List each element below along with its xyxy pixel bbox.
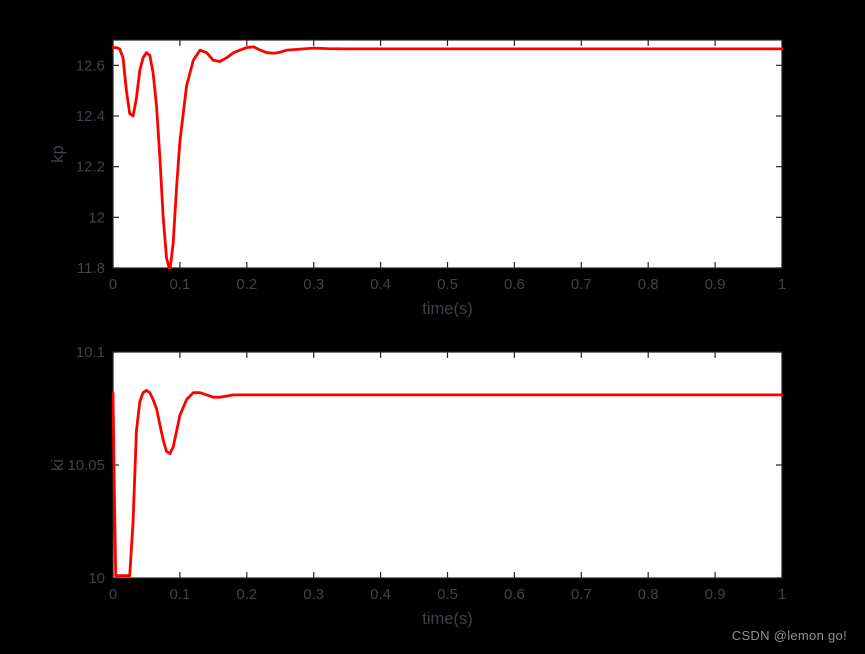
ki-line (112, 388, 783, 578)
plot-area (113, 40, 782, 268)
x-tick-label: 0.8 (638, 586, 659, 603)
y-tick-label: 12.2 (76, 159, 105, 176)
x-tick-label: 0.1 (169, 586, 190, 603)
x-tick-label: 1 (778, 276, 786, 293)
x-tick-label: 0.7 (571, 276, 592, 293)
x-tick-label: 0.7 (571, 586, 592, 603)
x-tick-label: 0 (109, 276, 117, 293)
x-tick-label: 0.5 (437, 586, 458, 603)
y-tick-label: 10.1 (76, 344, 105, 361)
y-tick-label: 12 (88, 209, 105, 226)
ki-chart: 0 0.1 0.2 0.3 0.4 0.5 0.6 0.7 0.8 0.9 1 10 10.05 10.1… (49, 344, 786, 628)
y-axis-label: ki (49, 459, 67, 471)
x-axis-label: time(s) (422, 610, 472, 628)
x-tick-label: 0.2 (236, 276, 257, 293)
plot-area (113, 352, 782, 578)
y-tick-label: 12.6 (76, 57, 105, 74)
x-tick-label: 0.6 (504, 586, 525, 603)
watermark-text: CSDN @lemon go! (731, 628, 847, 643)
x-tick-label: 0.3 (303, 586, 324, 603)
x-tick-label: 0.4 (370, 276, 391, 293)
axes-box (112, 39, 783, 269)
x-axis-label: time(s) (422, 300, 472, 318)
x-tick-label: 0.9 (705, 276, 726, 293)
x-tick-label: 0.5 (437, 276, 458, 293)
x-tick-label: 0.6 (504, 276, 525, 293)
x-tick-label: 1 (778, 586, 786, 603)
kp-line (112, 45, 783, 269)
y-tick-label: 10 (88, 570, 105, 587)
x-tick-label: 0.1 (169, 276, 190, 293)
x-tick-label: 0.8 (638, 276, 659, 293)
x-tick-label: 0 (109, 586, 117, 603)
kp-chart: 0 0.1 0.2 0.3 0.4 0.5 0.6 0.7 0.8 0.9 1 11.8 12 12.2 1… (49, 39, 786, 318)
x-tick-label: 0.4 (370, 586, 391, 603)
x-tick-label: 0.2 (236, 586, 257, 603)
x-tick-label: 0.9 (705, 586, 726, 603)
y-tick-label: 11.8 (77, 260, 105, 277)
y-tick-label: 12.4 (76, 108, 105, 125)
y-axis-label: kp (49, 145, 67, 162)
y-tick-label: 10.05 (67, 457, 105, 474)
x-tick-label: 0.3 (303, 276, 324, 293)
